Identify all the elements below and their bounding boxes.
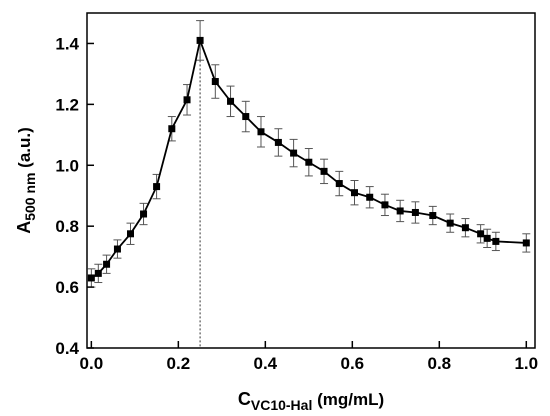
- data-point: [335, 180, 343, 188]
- y-tick-label: 1.0: [55, 156, 79, 175]
- data-point: [126, 230, 134, 238]
- y-axis-ticks: 0.4 0.6 0.8 1.0 1.2 1.4: [55, 34, 94, 358]
- data-point: [153, 183, 161, 191]
- x-tick-label: 1.0: [514, 354, 538, 373]
- x-tick-label: 0.2: [167, 354, 191, 373]
- data-point: [461, 224, 469, 232]
- data-point: [290, 149, 298, 157]
- x-axis-label: CVC10-Hal (mg/mL): [238, 389, 384, 413]
- data-point: [274, 138, 282, 146]
- data-point: [242, 113, 250, 121]
- x-tick-label: 0.0: [80, 354, 104, 373]
- data-point: [257, 128, 265, 136]
- x-tick-label: 0.4: [254, 354, 278, 373]
- data-point: [168, 125, 176, 133]
- x-axis-label-base: C: [238, 389, 251, 409]
- y-axis-label-subscript: 500 nm: [22, 173, 38, 221]
- x-axis-label-suffix: (mg/mL): [312, 390, 384, 409]
- data-point: [366, 193, 374, 201]
- data-point: [211, 78, 219, 86]
- x-axis-ticks: 0.0 0.2 0.4 0.6 0.8 1.0: [80, 341, 538, 373]
- data-point: [522, 239, 530, 247]
- plot-frame: [86, 12, 536, 349]
- data-point: [492, 237, 500, 245]
- data-point: [196, 36, 204, 44]
- data-point: [446, 219, 454, 227]
- y-tick-label: 0.4: [55, 339, 79, 358]
- data-point: [140, 210, 148, 218]
- data-point: [411, 208, 419, 216]
- error-bars: [87, 20, 531, 288]
- data-point: [477, 230, 485, 238]
- data-point: [396, 207, 404, 215]
- x-tick-label: 0.6: [341, 354, 365, 373]
- y-axis-label-suffix: (a.u.): [15, 127, 34, 172]
- data-point: [320, 167, 328, 175]
- data-point: [183, 96, 191, 104]
- y-tick-label: 0.6: [55, 278, 79, 297]
- y-tick-label: 0.8: [55, 217, 79, 236]
- y-axis-label: A500 nm (a.u.): [14, 127, 38, 234]
- data-point: [429, 212, 437, 220]
- data-point: [94, 269, 102, 277]
- x-tick-label: 0.8: [427, 354, 451, 373]
- data-point: [381, 201, 389, 209]
- y-axis-label-base: A: [14, 221, 34, 234]
- data-point: [227, 97, 235, 105]
- data-point: [483, 234, 491, 242]
- data-point: [87, 274, 95, 282]
- x-axis-label-subscript: VC10-Hal: [251, 397, 312, 413]
- y-tick-label: 1.2: [55, 95, 79, 114]
- data-point: [350, 189, 358, 197]
- y-tick-label: 1.4: [55, 34, 79, 53]
- data-point: [103, 260, 111, 268]
- data-point: [305, 158, 313, 166]
- data-markers: [87, 36, 530, 282]
- data-point: [113, 245, 121, 253]
